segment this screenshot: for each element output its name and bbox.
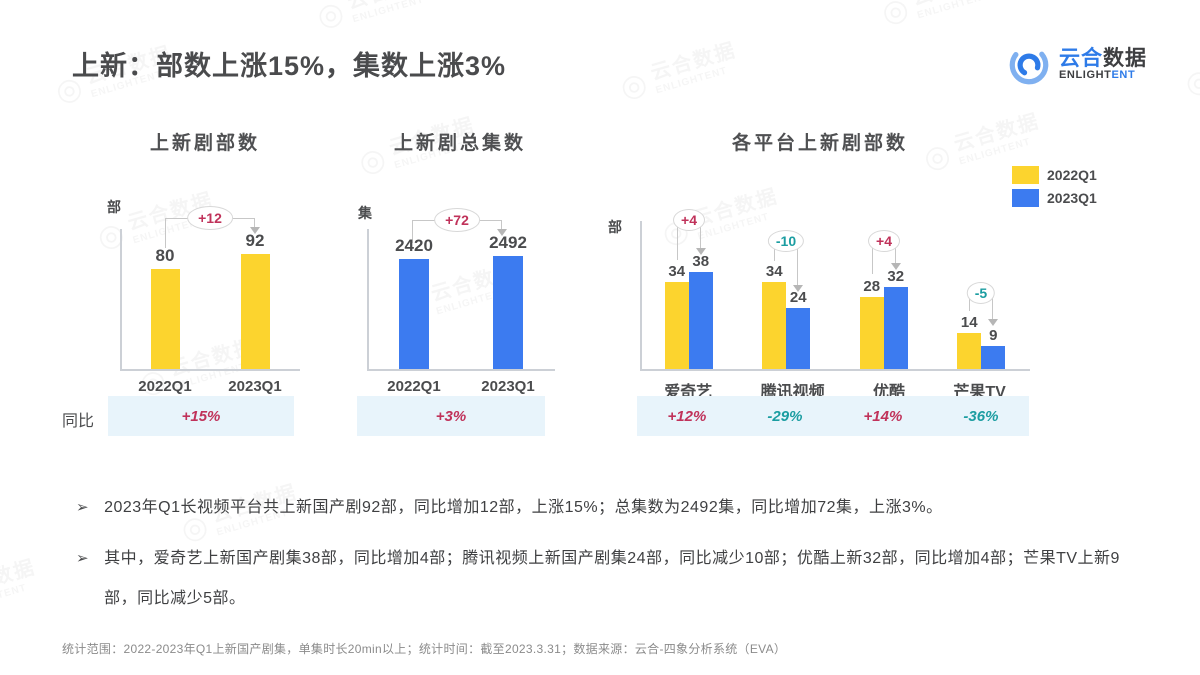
bar-series: 2420 2492 [367, 233, 555, 369]
legend-item-2023q1: 2023Q1 [1012, 189, 1097, 207]
x-axis-label: 2023Q1 [228, 378, 282, 395]
bar-2022q1 [762, 282, 787, 369]
brand-name-en: ENLIGHTENT [1059, 69, 1136, 82]
x-axis-label: 2023Q1 [481, 378, 535, 395]
chart-title: 上新剧总集数 [393, 133, 526, 154]
bullet-list: ➢ 2023年Q1长视频平台共上新国产剧92部，同比增加12部，上涨15%；总集… [76, 488, 1138, 619]
connector-line [412, 220, 502, 221]
axis-frame [367, 229, 555, 371]
bar-value: 80 [155, 246, 175, 265]
bullet-text: 2023年Q1长视频平台共上新国产剧92部，同比增加12部，上涨15%；总集数为… [104, 499, 943, 516]
bar-2023q1 [786, 308, 811, 369]
bullet-arrow-icon: ➢ [76, 499, 90, 516]
page-title: 上新：部数上涨15%，集数上涨3% [72, 51, 507, 81]
brand-logo: 云合数据 ENLIGHTENT [1006, 42, 1147, 88]
bar-2022q1 [664, 282, 689, 369]
bar-group-youku: 28 32 [859, 268, 908, 369]
yoy-value: +12% [667, 407, 707, 425]
chart-total-episodes: 上新剧总集数 集 +72 2420 2492 [350, 128, 570, 395]
bar-2022q1 [859, 297, 884, 369]
chart-title: 各平台上新剧部数 [731, 133, 908, 154]
y-axis-unit: 集 [358, 205, 372, 221]
legend-swatch [1012, 166, 1039, 184]
bar-value: 24 [789, 289, 807, 306]
bar-group: 80 [150, 246, 180, 369]
y-axis-unit: 部 [107, 199, 121, 215]
axis-frame [640, 221, 1030, 371]
plot-area: 集 +72 2420 2492 [350, 171, 570, 371]
chart-new-drama-count: 上新剧部数 部 +12 80 92 [95, 128, 315, 395]
bar-2022q1 [398, 259, 429, 369]
plot-area: 部 +12 80 92 [95, 171, 315, 371]
yoy-value: +15% [181, 407, 221, 425]
yoy-value: +14% [863, 407, 903, 425]
bullet-item: ➢ 2023年Q1长视频平台共上新国产剧92部，同比增加12部，上涨15%；总集… [76, 488, 1138, 528]
legend-swatch [1012, 189, 1039, 207]
bar-value: 2492 [489, 233, 527, 252]
bullet-item: ➢ 其中，爱奇艺上新国产剧集38部，同比增加4部；腾讯视频上新国产剧集24部，同… [76, 539, 1138, 619]
connector-line [165, 218, 255, 219]
yoy-badge-platforms: +12% -29% +14% -36% [637, 396, 1029, 436]
brand-logo-icon [1009, 45, 1049, 85]
bar-series: 34 38 34 24 28 32 14 9 [640, 253, 1030, 369]
bar-value: 32 [887, 268, 905, 285]
bar-2022q1 [150, 269, 180, 369]
bar-2023q1 [883, 287, 908, 369]
x-axis-labels: 2022Q1 2023Q1 [120, 378, 300, 395]
yoy-badge-episodes: +3% [357, 396, 545, 436]
plot-area: 部 +4 -10 [600, 171, 1040, 371]
bar-2023q1 [492, 256, 523, 369]
chart-by-platform: 各平台上新剧部数 部 +4 -10 [600, 128, 1040, 402]
x-axis-label: 2022Q1 [387, 378, 441, 395]
bar-value: 92 [245, 231, 265, 250]
bar-value: 2420 [395, 236, 433, 255]
yoy-badge-count: +15% [108, 396, 294, 436]
bullet-arrow-icon: ➢ [76, 550, 90, 567]
bar-2023q1 [981, 346, 1006, 369]
footer-note: 统计范围：2022-2023年Q1上新国产剧集，单集时长20min以上；统计时间… [62, 642, 787, 656]
bar-2023q1 [688, 272, 713, 369]
axis-frame [120, 229, 300, 371]
brand-name-cn: 云合数据 [1059, 47, 1147, 71]
x-axis-label: 2022Q1 [138, 378, 192, 395]
legend: 2022Q1 2023Q1 [1012, 166, 1097, 207]
bar-2023q1 [240, 254, 270, 369]
bar-value: 38 [692, 253, 710, 270]
bar-value: 34 [765, 263, 783, 280]
delta-badge: +12 [187, 206, 233, 230]
legend-item-2022q1: 2022Q1 [1012, 166, 1097, 184]
bar-series: 80 92 [120, 231, 300, 369]
bar-2022q1 [957, 333, 982, 369]
y-axis-unit: 部 [608, 219, 622, 235]
bar-value: 28 [863, 278, 881, 295]
yoy-row-label: 同比 [62, 413, 95, 430]
bar-group: 2492 [489, 233, 527, 369]
chart-title: 上新剧部数 [149, 133, 260, 154]
bar-value: 14 [960, 314, 978, 331]
bar-group-iqiyi: 34 38 [664, 253, 713, 369]
bar-value: 9 [989, 327, 998, 344]
yoy-value: -29% [767, 407, 803, 425]
yoy-value: +3% [435, 407, 467, 425]
x-axis-labels: 2022Q1 2023Q1 [367, 378, 555, 395]
bar-group-tencent: 34 24 [762, 263, 811, 369]
bullet-text: 其中，爱奇艺上新国产剧集38部，同比增加4部；腾讯视频上新国产剧集24部，同比减… [104, 550, 1120, 607]
bar-group-mangotv: 14 9 [957, 314, 1006, 369]
yoy-value: -36% [963, 407, 999, 425]
bar-group: 92 [240, 231, 270, 369]
bar-group: 2420 [395, 236, 433, 369]
bar-value: 34 [668, 263, 686, 280]
